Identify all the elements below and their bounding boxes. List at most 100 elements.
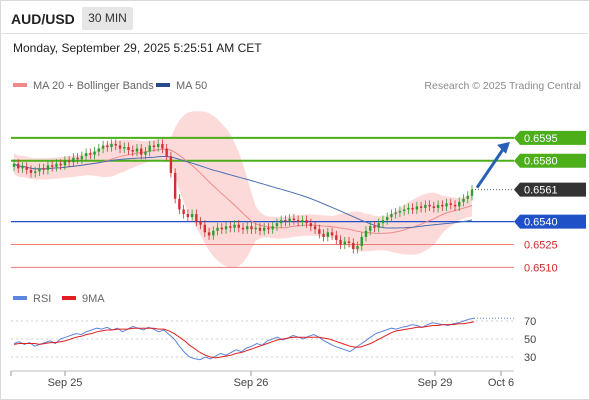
candle-body	[288, 218, 291, 222]
candle-body	[93, 151, 96, 155]
rsi-swatch	[13, 296, 27, 301]
candle-body	[237, 224, 240, 228]
level-label-tag: 0.6580	[514, 153, 586, 168]
candle-body	[335, 235, 338, 240]
rsi-legend-label: RSI	[33, 293, 52, 305]
candle-body	[148, 145, 151, 152]
candle-body	[135, 148, 139, 152]
candle-body	[369, 226, 372, 231]
candle-body	[216, 227, 219, 231]
candle-body	[411, 207, 414, 210]
timestamp: Monday, September 29, 2025 5:25:51 AM CE…	[13, 41, 262, 55]
legend-ma50: MA 50	[156, 80, 207, 92]
candle-body	[182, 209, 185, 215]
candle-body	[347, 241, 351, 243]
candle-body	[233, 224, 236, 228]
candle-body	[258, 227, 262, 231]
candle-body	[67, 160, 71, 163]
candle-body	[84, 153, 88, 157]
ma20-swatch	[13, 83, 27, 88]
candle-body	[110, 143, 113, 148]
level-label: 0.6510	[524, 262, 558, 274]
candle-body	[97, 148, 101, 152]
candle-body	[241, 227, 245, 230]
candle-body	[161, 143, 164, 149]
candle-body	[381, 220, 385, 224]
legend-9ma: 9MA	[62, 293, 105, 305]
candle-body	[458, 201, 461, 207]
candle-body	[385, 217, 389, 221]
symbol-title: AUD/USD	[11, 11, 75, 27]
candle-body	[326, 232, 330, 237]
candle-body	[42, 168, 45, 170]
candle-body	[441, 204, 444, 207]
candle-body	[25, 166, 28, 170]
candle-body	[212, 230, 215, 236]
candle-body	[275, 223, 279, 227]
candle-body	[21, 166, 24, 169]
candle-body	[377, 223, 380, 228]
candle-body	[305, 220, 308, 224]
level-label: 0.6540	[524, 217, 558, 229]
level-label: 0.6595	[524, 133, 558, 145]
level-label: 0.6561	[524, 185, 558, 197]
candle-body	[106, 145, 109, 148]
candle-body	[50, 165, 54, 167]
candle-body	[466, 195, 469, 199]
candle-body	[462, 198, 465, 202]
candle-body	[118, 145, 122, 149]
ma50-line	[13, 156, 473, 229]
level-label-bg	[514, 130, 586, 145]
candle-body	[432, 206, 436, 208]
candle-body	[339, 239, 342, 245]
candle-body	[419, 206, 423, 208]
candle-body	[436, 204, 440, 208]
candle-body	[34, 171, 37, 173]
candle-body	[309, 223, 313, 227]
ma50-legend-label: MA 50	[176, 80, 208, 92]
candle-body	[453, 204, 457, 207]
rsi-tick-label: 30	[524, 352, 536, 364]
level-label-tag: 0.6561	[514, 182, 586, 197]
ma9-swatch	[62, 296, 76, 301]
candle-body	[144, 151, 147, 155]
rsi-line	[13, 317, 475, 361]
candle-body	[449, 203, 452, 205]
candle-body	[263, 227, 266, 231]
candle-body	[123, 147, 126, 149]
candle-body	[29, 169, 33, 173]
research-credit: Research © 2025 Trading Central	[424, 80, 581, 92]
candle-body	[402, 209, 406, 211]
candle-body	[445, 203, 448, 207]
legend-rsi: RSI	[13, 293, 51, 305]
forecast-arrow	[475, 147, 506, 189]
candle-body	[76, 157, 79, 160]
timeframe-selector[interactable]: 30 MIN	[82, 7, 133, 30]
legend-ma20: MA 20 + Bollinger Bands	[13, 80, 154, 92]
candle-body	[364, 230, 368, 237]
level-label: 0.6580	[524, 156, 558, 168]
candle-body	[246, 226, 249, 230]
ma20-legend-label: MA 20 + Bollinger Bands	[33, 80, 154, 92]
candle-body	[254, 227, 257, 230]
candle-body	[301, 220, 304, 222]
candle-body	[267, 227, 270, 230]
candle-body	[59, 163, 62, 166]
candle-body	[186, 214, 190, 218]
candle-body	[415, 206, 419, 210]
candle-body	[428, 204, 431, 207]
candle-body	[207, 232, 211, 236]
candle-body	[407, 207, 410, 210]
level-label-bg	[514, 182, 586, 197]
candle-body	[296, 220, 300, 222]
candle-body	[12, 163, 16, 167]
candle-body	[229, 226, 232, 228]
candle-body	[373, 226, 376, 228]
candle-body	[55, 163, 58, 167]
candle-body	[195, 214, 198, 222]
candle-body	[131, 150, 134, 152]
level-label-tag: 0.6540	[514, 214, 586, 229]
candle-body	[250, 226, 253, 230]
chart-header: AUD/USD 30 MIN	[0, 0, 588, 34]
